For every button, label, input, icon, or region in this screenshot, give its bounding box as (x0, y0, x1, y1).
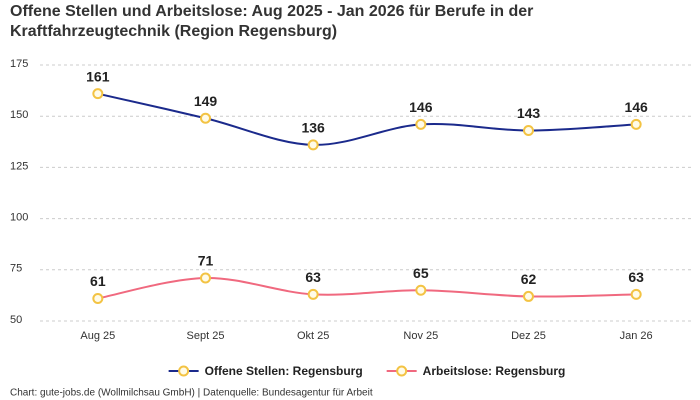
data-label: 136 (301, 120, 325, 136)
point-marker (630, 288, 642, 300)
x-tick-label: Aug 25 (80, 330, 115, 342)
y-tick-label: 100 (10, 212, 28, 224)
x-tick-label: Jan 26 (620, 330, 653, 342)
data-label: 63 (305, 269, 321, 285)
data-label: 61 (90, 273, 106, 289)
x-tick-label: Nov 25 (403, 330, 438, 342)
legend-label: Offene Stellen: Regensburg (205, 364, 363, 378)
x-tick-label: Dez 25 (511, 330, 546, 342)
data-label: 71 (198, 253, 214, 269)
point-marker (200, 272, 211, 284)
point-marker (92, 292, 104, 304)
data-label: 146 (624, 99, 648, 115)
point-marker (415, 118, 427, 130)
y-tick-label: 50 (10, 314, 22, 326)
data-label: 143 (517, 105, 541, 121)
data-label: 146 (409, 99, 433, 115)
point-marker (523, 290, 534, 302)
legend: Offene Stellen: Regensburg Arbeitslose: R… (168, 364, 566, 378)
point-marker (415, 284, 427, 296)
legend-marker (178, 365, 190, 377)
data-label: 161 (86, 68, 110, 84)
point-marker (200, 112, 211, 124)
data-label: 63 (628, 269, 644, 285)
data-label: 149 (194, 93, 218, 109)
line (97, 92, 637, 146)
point-marker (307, 288, 319, 300)
point-marker (523, 125, 534, 137)
source-note: Chart: gute-jobs.de (Wollmilchsau GmbH) … (10, 388, 373, 399)
y-tick-label: 125 (10, 160, 28, 172)
point-marker (92, 88, 104, 100)
chart-title: Offene Stellen und Arbeitslose: Aug 2025… (10, 3, 534, 40)
x-tick-label: Okt 25 (297, 330, 329, 342)
legend-marker (396, 365, 408, 377)
point-marker (307, 139, 319, 151)
line (97, 276, 637, 300)
y-tick-label: 75 (10, 263, 22, 275)
point-marker (630, 118, 642, 130)
y-tick-label: 150 (10, 109, 28, 121)
y-tick-label: 175 (10, 58, 28, 70)
legend-label: Arbeitslose: Regensburg (423, 364, 566, 378)
data-label: 65 (413, 265, 429, 281)
x-tick-label: Sept 25 (187, 330, 225, 342)
data-label: 62 (521, 271, 537, 287)
